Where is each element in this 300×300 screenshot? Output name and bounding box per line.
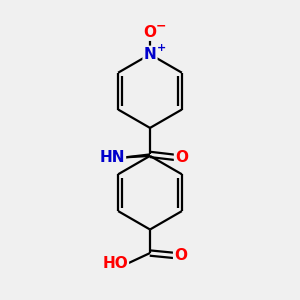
Text: O: O <box>143 25 157 40</box>
Text: −: − <box>156 19 166 32</box>
Text: HN: HN <box>100 150 125 165</box>
Text: O: O <box>174 248 187 263</box>
Text: HO: HO <box>102 256 128 271</box>
Text: N: N <box>144 47 156 62</box>
Text: +: + <box>157 43 166 53</box>
Text: O: O <box>175 150 188 165</box>
